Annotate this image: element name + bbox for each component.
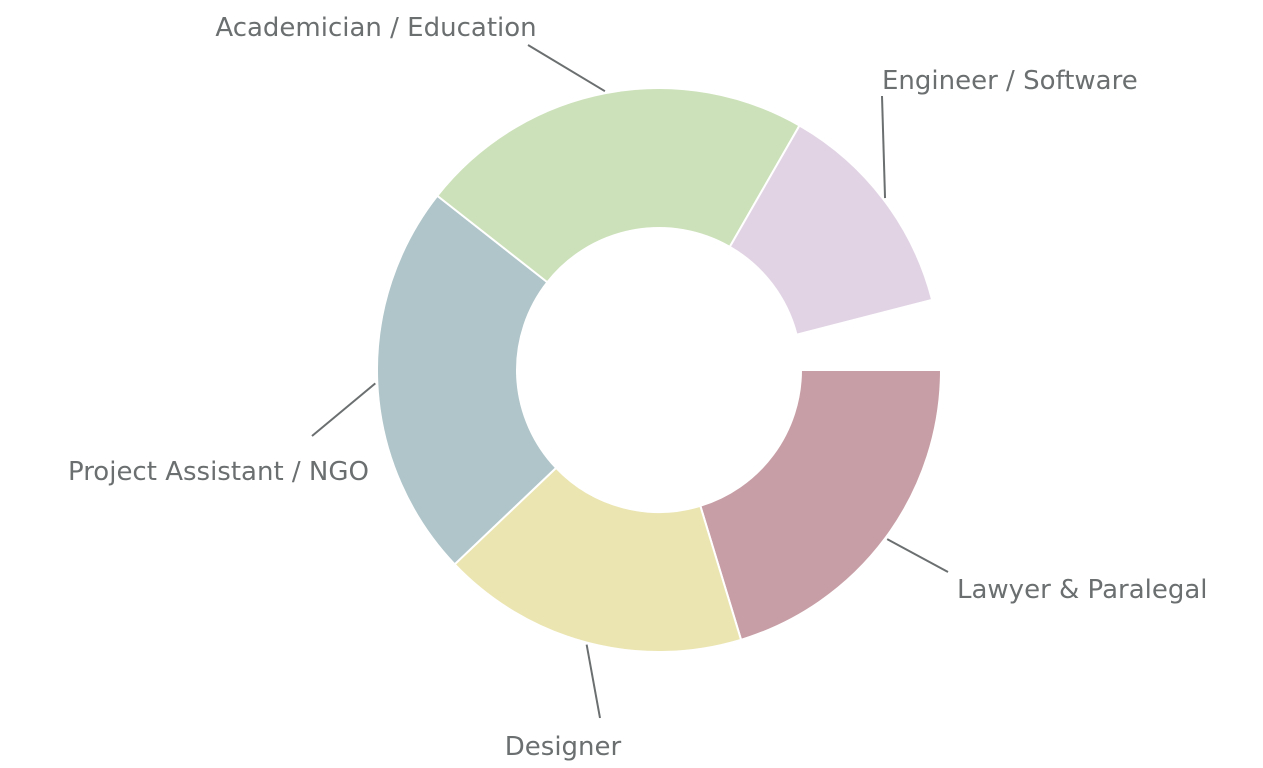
slices-layer [376, 87, 943, 653]
slice-label-engineer-software: Engineer / Software [882, 66, 1138, 96]
slice-designer [453, 466, 743, 653]
slice-lawyer-paralegal [699, 369, 943, 642]
slice-label-academician-education: Academician / Education [215, 13, 536, 43]
leader-lines-layer [311, 44, 949, 719]
leader-line-lawyer-paralegal [886, 538, 949, 573]
slice-academician-education [435, 87, 801, 284]
leader-line-designer [585, 644, 601, 719]
labels-layer: Lawyer & Paralegal Designer Project Assist… [68, 13, 1208, 762]
leader-line-academician-education [527, 44, 606, 93]
slice-label-designer: Designer [505, 732, 622, 762]
leader-line-project-assistant-ngo [311, 382, 376, 437]
slice-engineer-software [728, 124, 934, 336]
slice-label-project-assistant-ngo: Project Assistant / NGO [68, 457, 369, 487]
slice-label-lawyer-paralegal: Lawyer & Paralegal [957, 575, 1208, 605]
slice-project-assistant-ngo [376, 194, 558, 566]
leader-line-engineer-software [881, 95, 887, 199]
